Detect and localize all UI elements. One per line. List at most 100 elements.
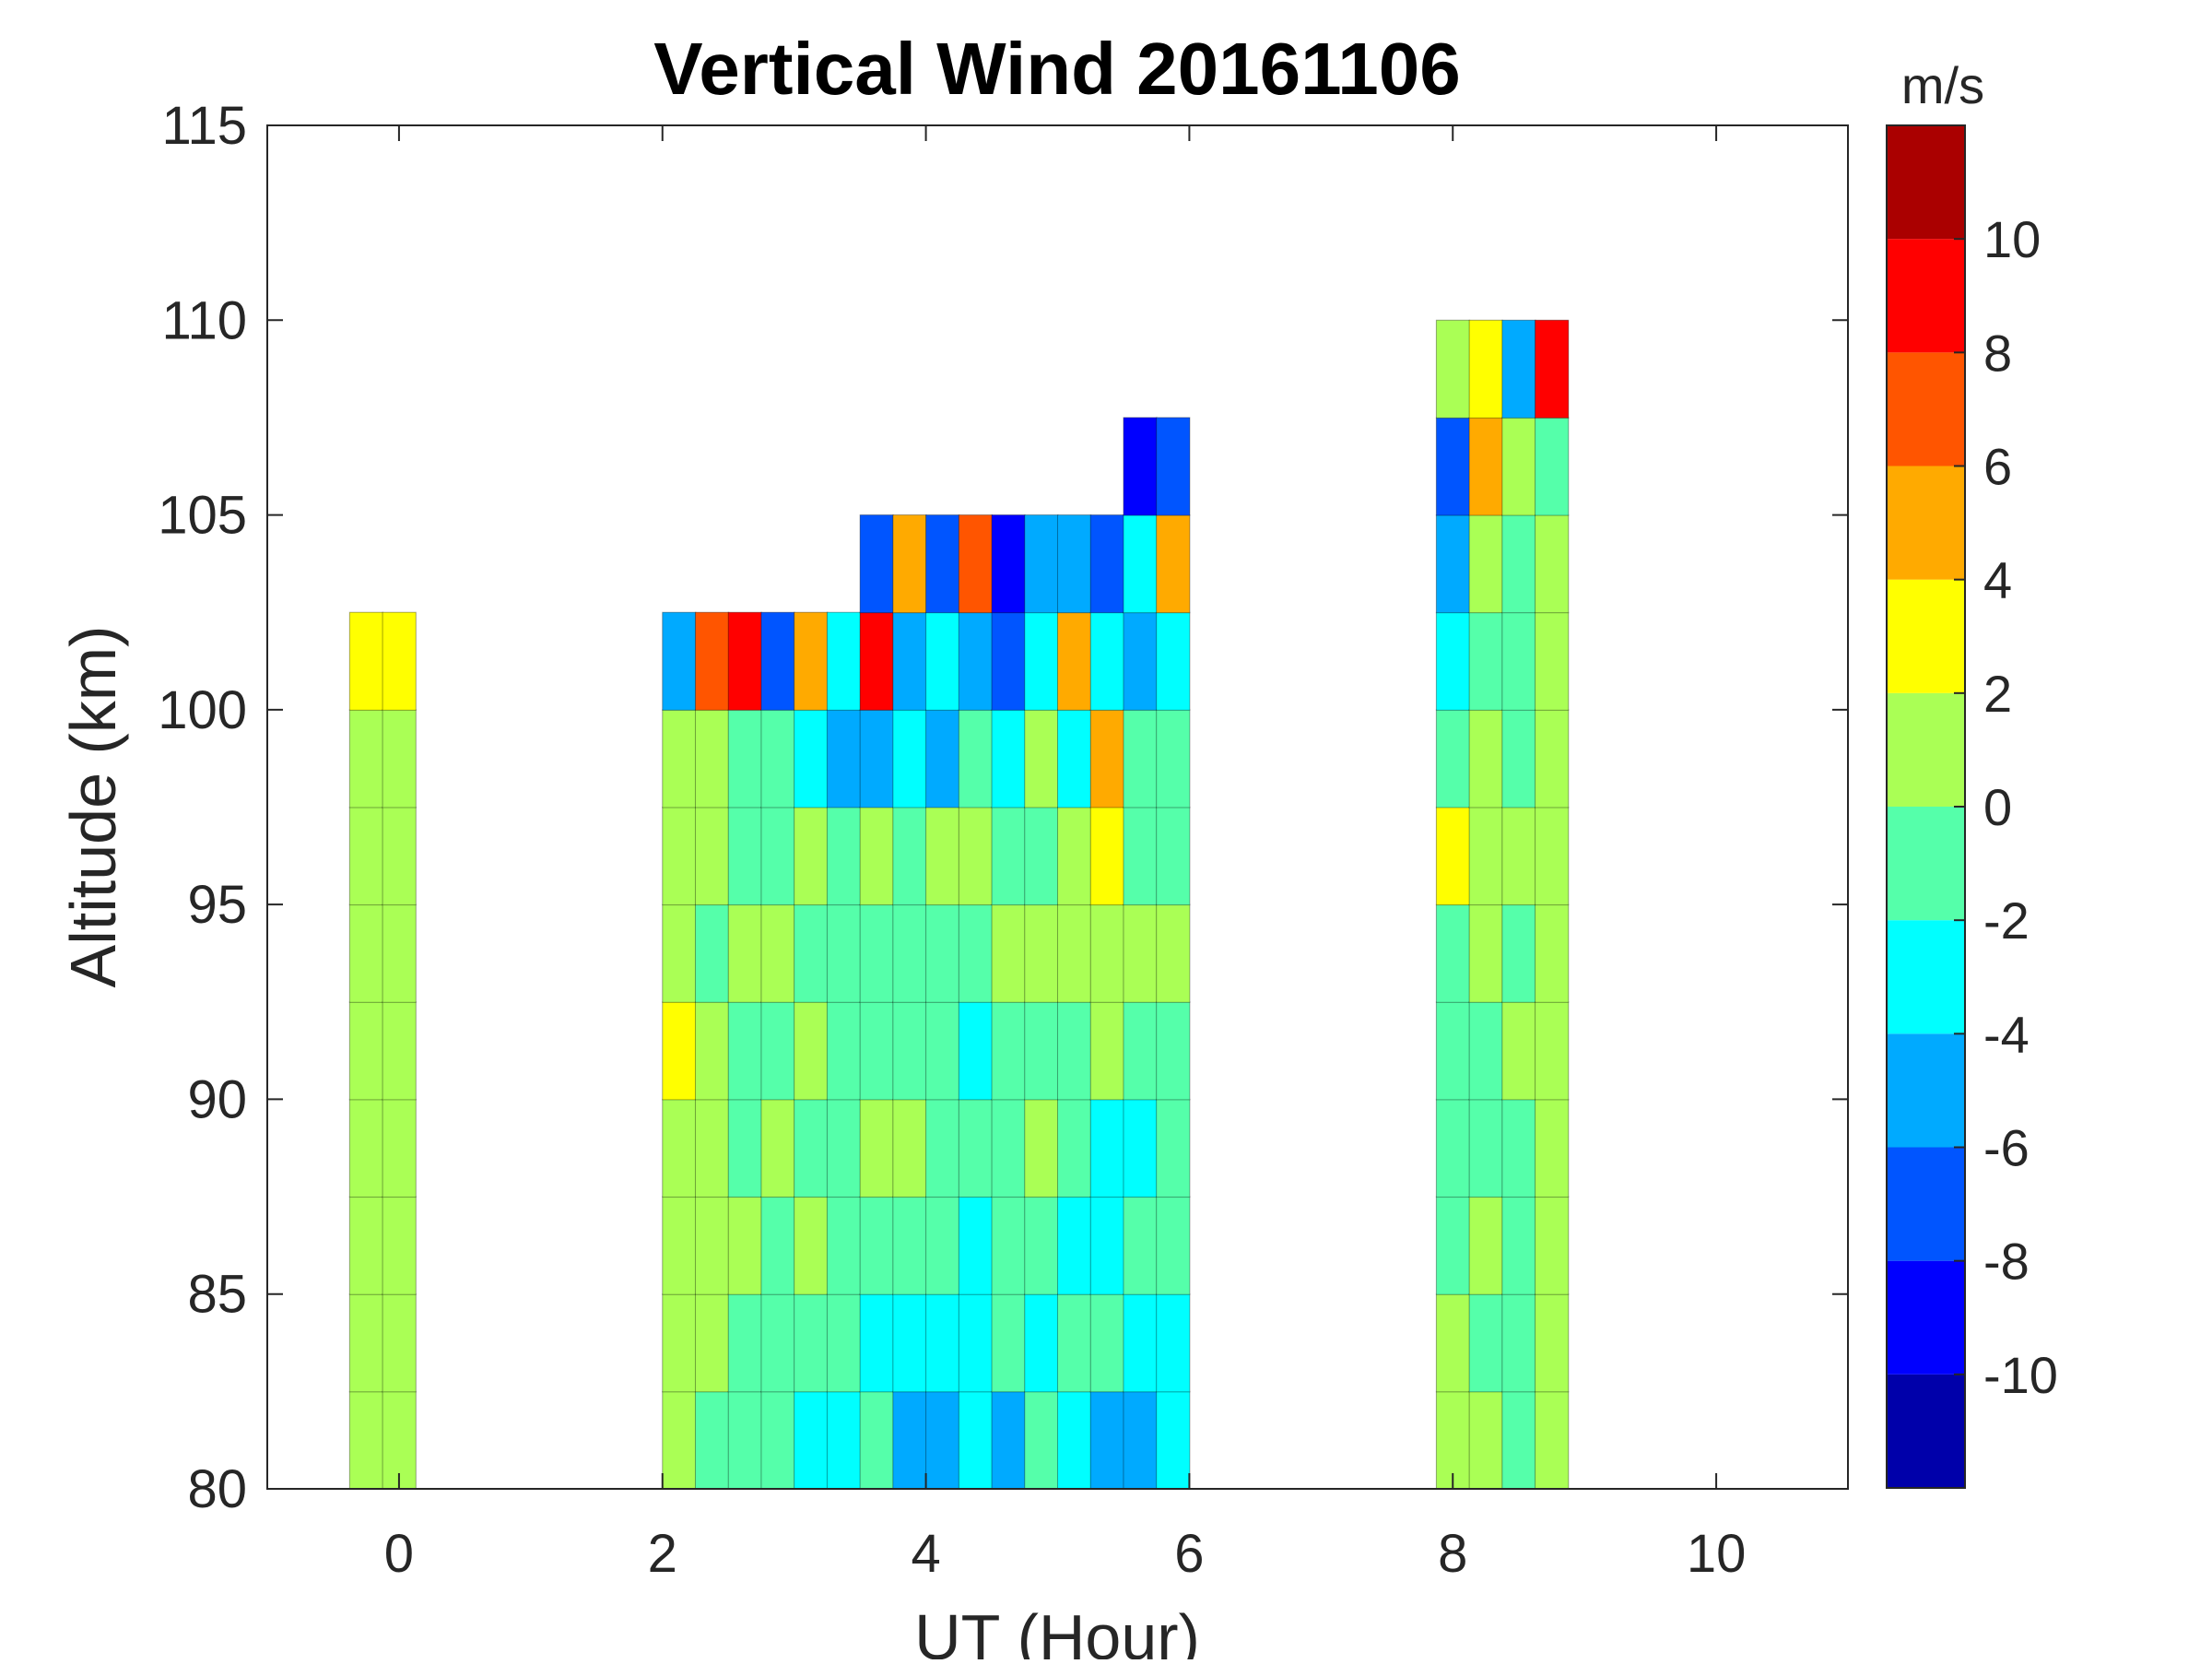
data-cell [826,709,862,808]
data-cell [1156,709,1191,808]
data-cell [662,1196,697,1295]
data-cell [760,1293,795,1393]
data-cell [958,807,994,906]
data-cell [1057,514,1092,614]
data-cell [892,1196,927,1295]
data-cell [1057,807,1092,906]
data-cell [991,514,1026,614]
data-cell [1089,1293,1124,1393]
data-cell [892,1098,927,1198]
data-cell [1123,514,1158,614]
data-cell [382,1293,417,1393]
data-cell [1435,611,1471,711]
data-cell [1535,1098,1570,1198]
colorbar-tick-label: -6 [1983,1119,2030,1177]
data-cell [1089,1001,1124,1101]
data-cell [1089,514,1124,614]
data-cell [958,903,994,1003]
data-cell [826,611,862,711]
data-cell [1089,1390,1124,1491]
colorbar-segment [1887,1260,1965,1375]
data-cell [1468,319,1503,419]
data-cell [1468,1098,1503,1198]
data-cell [1024,514,1059,614]
data-cell [694,1001,730,1101]
colorbar-tick-label: -4 [1983,1005,2030,1063]
data-cell [859,903,894,1003]
data-cell [1123,903,1158,1003]
data-cell [991,1390,1026,1491]
y-tick-label: 95 [187,875,247,935]
x-tick-label: 10 [1687,1524,1747,1584]
data-cell [1468,903,1503,1003]
data-cell [1057,1390,1092,1491]
data-cell [382,807,417,906]
data-cell [662,1390,697,1491]
data-cell [925,1293,960,1393]
data-cell [826,903,862,1003]
data-cell [1123,1001,1158,1101]
data-cell [991,1196,1026,1295]
data-cell [991,709,1026,808]
data-cell [958,1098,994,1198]
colorbar-tick-label: 4 [1983,551,2012,609]
data-cell [760,1390,795,1491]
data-cell [1057,709,1092,808]
colorbar-segment [1887,692,1965,807]
data-cell [662,1098,697,1198]
data-cell [1435,709,1471,808]
colorbar-tick-label: -8 [1983,1233,2030,1291]
data-cell [925,1390,960,1491]
data-cell [348,1293,384,1393]
data-cell [1024,611,1059,711]
data-cell [1024,1098,1059,1198]
x-tick-label: 2 [648,1524,677,1584]
data-cell [1468,807,1503,906]
y-axis-label: Altitude (km) [57,626,129,988]
data-cell [1501,709,1536,808]
data-cell [1024,1293,1059,1393]
colorbar-tick-label: 8 [1983,324,2012,382]
data-cell [694,611,730,711]
data-cells [348,319,1570,1491]
colorbar-tick-label: 2 [1983,665,2012,723]
colorbar-segment [1887,352,1965,466]
data-cell [694,709,730,808]
data-cell [1123,417,1158,516]
data-cell [1089,611,1124,711]
data-cell [694,1293,730,1393]
data-cell [1435,1098,1471,1198]
data-cell [826,1098,862,1198]
data-cell [892,709,927,808]
data-cell [1468,1196,1503,1295]
data-cell [662,807,697,906]
colorbar-tick-label: -2 [1983,891,2030,950]
data-cell [1123,1390,1158,1491]
data-cell [662,709,697,808]
data-cell [1435,319,1471,419]
data-cell [892,807,927,906]
data-cell [348,1001,384,1101]
data-cell [1156,1196,1191,1295]
y-tick-label: 100 [158,680,247,740]
data-cell [991,807,1026,906]
data-cell [1501,1390,1536,1491]
data-cell [1024,903,1059,1003]
data-cell [925,903,960,1003]
data-cell [859,709,894,808]
colorbar-label: m/s [1901,56,1984,114]
data-cell [1435,514,1471,614]
data-cell [662,1001,697,1101]
data-cell [1501,611,1536,711]
data-cell [1501,514,1536,614]
axis-ticks: 0 2 4 6 8 10 80 85 90 95 100 105 110 115 [158,96,1848,1584]
data-cell [1156,514,1191,614]
data-cell [1156,417,1191,516]
data-cell [382,1098,417,1198]
data-cell [348,807,384,906]
data-cell [991,611,1026,711]
data-cell [892,514,927,614]
data-cell [382,1001,417,1101]
colorbar-segment [1887,920,1965,1034]
